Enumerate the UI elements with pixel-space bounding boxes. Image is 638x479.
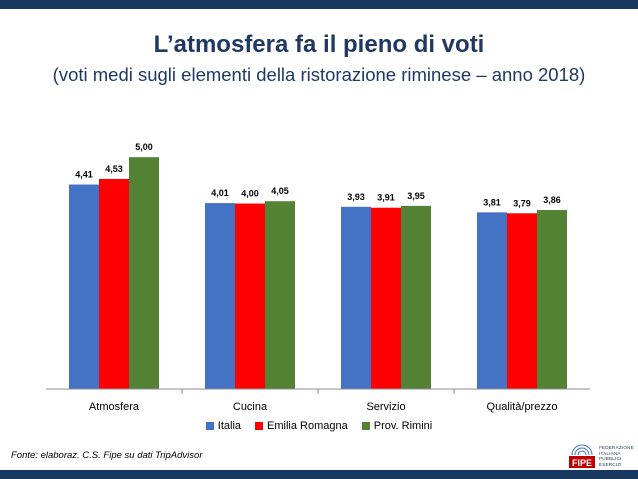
data-label: 3,91 bbox=[377, 193, 395, 203]
legend-item-prov-rimini: Prov. Rimini bbox=[361, 420, 433, 432]
data-label: 4,53 bbox=[105, 164, 123, 174]
data-label: 5,00 bbox=[135, 142, 153, 152]
page-title: L’atmosfera fa il pieno di voti bbox=[153, 31, 485, 58]
bar bbox=[401, 205, 431, 389]
data-label: 4,00 bbox=[241, 189, 259, 199]
logo-text-line-1: FEDERAZIONE bbox=[599, 445, 634, 450]
fipe-logo: FIPE FEDERAZIONE ITALIANA PUBBLICI ESERC… bbox=[566, 441, 636, 471]
legend-swatch-emilia-romagna bbox=[255, 422, 264, 430]
fipe-logo-text: FEDERAZIONE ITALIANA PUBBLICI ESERCIZI bbox=[599, 445, 634, 467]
legend-item-italia: Italia bbox=[205, 420, 242, 432]
bottom-band bbox=[0, 470, 638, 479]
bar bbox=[129, 157, 159, 389]
x-tick-label: Atmosfera bbox=[89, 401, 140, 413]
bar bbox=[69, 184, 99, 389]
legend-item-emilia-romagna: Emilia Romagna bbox=[255, 420, 348, 432]
source-note: Fonte: elaboraz. C.S. Fipe su dati TripA… bbox=[11, 450, 203, 461]
data-label: 3,93 bbox=[347, 192, 365, 202]
logo-text-line-3: PUBBLICI bbox=[599, 456, 622, 462]
data-label: 3,79 bbox=[513, 198, 531, 208]
bar bbox=[341, 206, 371, 389]
fipe-logo-mark: FIPE bbox=[569, 444, 595, 468]
legend-label-prov-rimini: Prov. Rimini bbox=[373, 420, 433, 432]
data-label: 4,41 bbox=[75, 170, 93, 180]
chart-legend: Italia Emilia Romagna Prov. Rimini bbox=[0, 420, 638, 432]
bar bbox=[265, 201, 295, 389]
bar bbox=[507, 213, 537, 389]
logo-text-line-4: ESERCIZI bbox=[599, 461, 622, 467]
bar bbox=[537, 210, 567, 389]
fipe-logo-lettering: FIPE bbox=[572, 458, 592, 468]
bar bbox=[205, 203, 235, 389]
legend-label-italia: Italia bbox=[217, 420, 242, 432]
bar bbox=[99, 178, 129, 389]
data-label: 4,05 bbox=[271, 186, 289, 196]
x-tick-label: Cucina bbox=[233, 401, 268, 413]
data-label: 4,01 bbox=[211, 188, 229, 198]
legend-label-emilia-romagna: Emilia Romagna bbox=[267, 420, 348, 432]
legend-swatch-italia bbox=[205, 422, 214, 430]
logo-text-line-2: ITALIANA bbox=[599, 450, 621, 456]
x-tick-label: Qualità/prezzo bbox=[487, 401, 558, 413]
bar bbox=[371, 207, 401, 389]
page-subtitle: (voti medi sugli elementi della ristoraz… bbox=[52, 64, 586, 85]
bar bbox=[477, 212, 507, 389]
x-tick-label: Servizio bbox=[366, 401, 405, 413]
data-label: 3,95 bbox=[407, 191, 425, 201]
bar bbox=[235, 203, 265, 389]
legend-swatch-prov-rimini bbox=[361, 422, 370, 430]
top-band bbox=[0, 0, 638, 9]
data-label: 3,86 bbox=[543, 195, 561, 205]
data-label: 3,81 bbox=[483, 197, 501, 207]
